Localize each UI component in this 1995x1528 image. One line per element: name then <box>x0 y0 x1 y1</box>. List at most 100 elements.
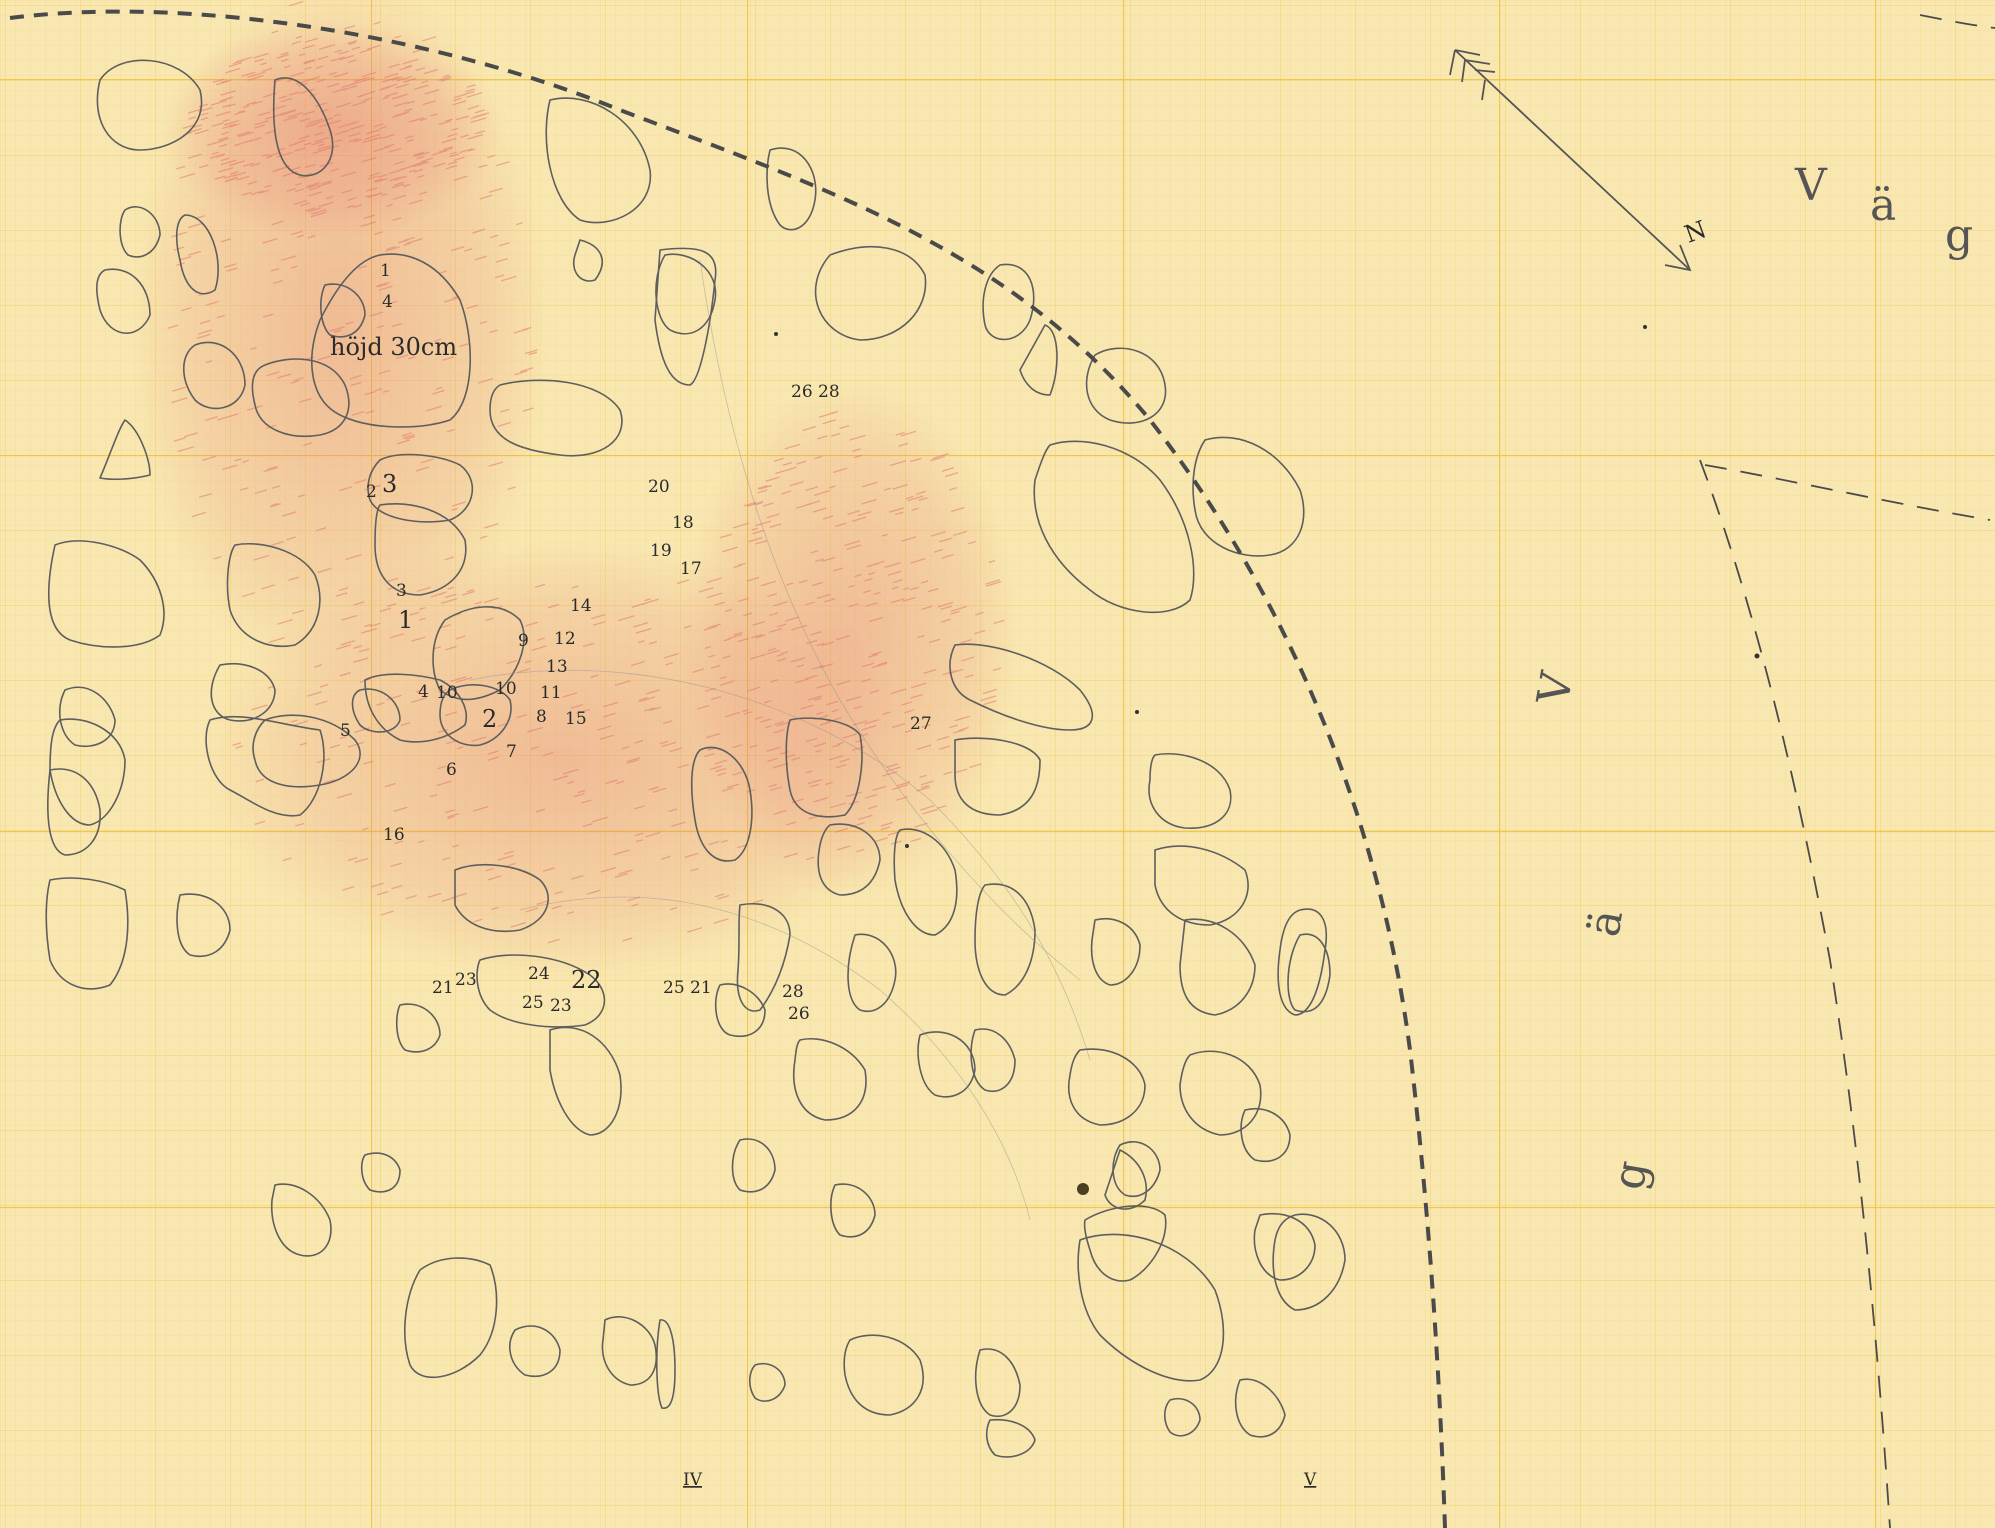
hatch-stroke <box>338 125 345 129</box>
hatch-stroke <box>267 685 275 689</box>
hatch-stroke <box>447 132 458 138</box>
find-label: 17 <box>680 559 702 579</box>
hatch-stroke <box>217 136 228 141</box>
hatch-stroke <box>887 570 902 576</box>
hatch-stroke <box>760 580 776 587</box>
hatch-stroke <box>263 466 279 473</box>
stone <box>974 883 1036 996</box>
hatch-stroke <box>291 40 301 45</box>
hatch-stroke <box>822 515 834 520</box>
hatch-stroke <box>370 882 384 888</box>
hatch-stroke <box>707 747 717 752</box>
hatch-stroke <box>746 686 761 692</box>
hatch-stroke <box>313 664 323 668</box>
survey-arc <box>469 669 1091 1061</box>
hatch-stroke <box>408 169 416 173</box>
find-label: 7 <box>506 742 517 762</box>
hatch-stroke <box>848 584 855 588</box>
hatch-stroke <box>377 890 389 896</box>
stone <box>714 983 766 1037</box>
hatch-stroke <box>865 602 878 607</box>
hatch-stroke <box>305 163 316 169</box>
hatch-stroke <box>934 548 944 553</box>
hatch-stroke <box>721 787 734 792</box>
hatch-stroke <box>354 479 367 484</box>
hatch-stroke <box>988 560 996 564</box>
hatch-stroke <box>721 546 738 553</box>
hatch-stroke <box>746 576 760 582</box>
stone <box>404 1257 498 1379</box>
hatch-stroke <box>447 812 460 818</box>
hatch-stroke <box>562 768 579 775</box>
road-letter-a: ä <box>1870 180 1896 231</box>
hatch-stroke <box>374 231 383 235</box>
hatch-stroke <box>618 869 633 875</box>
hatch-stroke <box>910 693 923 699</box>
hatch-stroke <box>314 136 330 143</box>
stone <box>47 768 101 856</box>
hatch-stroke <box>391 322 403 328</box>
hatch-stroke <box>639 696 656 703</box>
hatch-stroke <box>467 133 484 140</box>
hatch-stroke <box>791 624 808 631</box>
hatch-stroke <box>303 58 316 64</box>
hatch-stroke <box>260 62 267 66</box>
hatch-stroke <box>308 183 320 189</box>
hatch-stroke <box>810 783 820 788</box>
hatch-stroke <box>220 238 232 243</box>
hatch-stroke <box>264 113 281 120</box>
stone <box>45 877 129 990</box>
find-label: 4 <box>418 682 429 702</box>
hatch-stroke <box>354 138 363 143</box>
hatch-stroke <box>662 720 673 725</box>
hatch-stroke <box>323 778 336 784</box>
hatch-stroke <box>379 607 392 613</box>
hatch-stroke <box>805 601 815 606</box>
hatch-stroke <box>347 59 357 64</box>
hatch-stroke <box>687 926 703 933</box>
hatch-stroke <box>333 72 349 78</box>
hatch-stroke <box>248 137 262 143</box>
hatch-stroke <box>918 497 928 502</box>
hatch-stroke <box>861 498 877 505</box>
hatch-stroke <box>567 780 575 785</box>
hatch-stroke <box>470 113 488 120</box>
hatch-stroke <box>440 624 451 629</box>
hatch-stroke <box>309 185 321 191</box>
hatch-stroke <box>806 856 815 861</box>
hatch-stroke <box>315 527 327 532</box>
hatch-stroke <box>631 903 639 907</box>
hatch-stroke <box>474 109 485 114</box>
hatch-stroke <box>452 844 459 848</box>
hatch-stroke <box>347 741 364 748</box>
hatch-stroke <box>472 228 486 234</box>
hatch-stroke <box>345 321 354 325</box>
hatch-stroke <box>254 820 266 826</box>
hatch-stroke <box>916 744 932 750</box>
hatch-stroke <box>378 125 387 130</box>
hatch-stroke <box>487 756 499 761</box>
hatch-stroke <box>444 593 457 599</box>
hatch-stroke <box>737 597 749 603</box>
road-dashed-top <box>1704 464 1991 521</box>
hatch-stroke <box>210 99 227 106</box>
find-label: 19 <box>650 541 672 561</box>
hatch-stroke <box>769 627 783 633</box>
hatch-stroke <box>713 918 729 924</box>
hatch-stroke <box>825 781 833 786</box>
hatch-stroke <box>762 502 774 507</box>
hatch-stroke <box>287 112 303 118</box>
hatch-stroke <box>437 765 447 770</box>
hatch-stroke <box>167 324 179 329</box>
hatch-stroke <box>405 894 417 900</box>
hatch-stroke <box>306 182 320 188</box>
hatch-stroke <box>311 140 324 146</box>
hatch-stroke <box>748 536 763 543</box>
stone <box>731 1138 776 1193</box>
hatch-stroke <box>636 839 643 843</box>
hatch-stroke <box>786 582 794 586</box>
hatch-stroke <box>419 617 426 621</box>
hatch-stroke <box>635 600 652 607</box>
hatch-stroke <box>950 605 968 612</box>
hatch-stroke <box>171 231 187 238</box>
